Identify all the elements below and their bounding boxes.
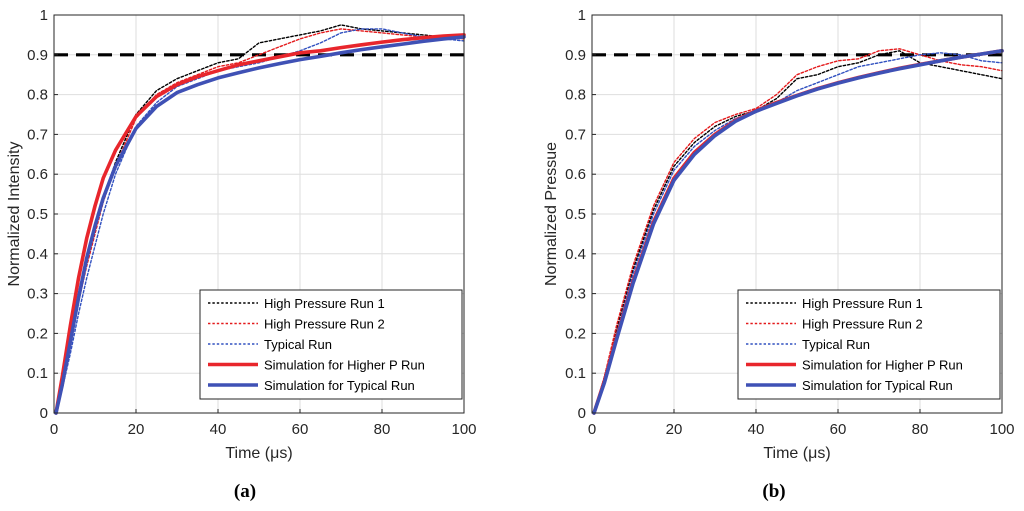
chart-b-ytick-label: 0.2: [565, 325, 586, 342]
chart-a-legend-label: High Pressure Run 1: [264, 296, 385, 311]
chart-b-series: [592, 48, 1004, 415]
chart-b-ytick-label: 0.5: [565, 206, 586, 223]
chart-a-legend-label: Simulation for Higher P Run: [264, 358, 425, 373]
chart-a-legend-label: High Pressure Run 2: [264, 317, 385, 332]
chart-a-series-line: [54, 33, 466, 415]
chart-a-ytick-label: 0.1: [27, 365, 48, 382]
chart-a-ylabel: Normalized Intensity: [6, 142, 23, 287]
chart-b-ytick-label: 0.3: [565, 286, 586, 303]
chart-a-ytick-label: 0.3: [27, 286, 48, 303]
chart-a-legend: High Pressure Run 1 High Pressure Run 2 Ty…: [199, 289, 463, 400]
chart-b-ytick-label: 0.8: [565, 87, 586, 104]
chart-b-xlabel: Time (μs): [763, 445, 830, 462]
chart-b-ytick-label: 0.9: [565, 47, 586, 64]
chart-b-series-line: [593, 48, 1003, 414]
chart-a-ytick-label: 0: [40, 405, 48, 422]
chart-a-xtick-label: 40: [210, 421, 227, 438]
chart-a-legend-label: Typical Run: [264, 337, 332, 352]
chart-a-ytick-label: 0.8: [27, 87, 48, 104]
chart-b-legend-label: High Pressure Run 1: [802, 296, 923, 311]
chart-a-ytick-label: 0.6: [27, 166, 48, 183]
chart-b-series-line: [593, 52, 1003, 414]
chart-b-xtick-label: 20: [666, 421, 683, 438]
chart-a-ytick-label: 0.2: [27, 325, 48, 342]
chart-a-panel-letter: a: [240, 481, 250, 502]
chart-a-series: [54, 24, 466, 415]
chart-a-panel-label: (a): [234, 481, 256, 502]
chart-b-ytick-label: 1: [578, 7, 586, 24]
chart-b-ytick-label: 0.7: [565, 126, 586, 143]
chart-a-ytick-label: 0.5: [27, 206, 48, 223]
chart-a-ytick-label: 1: [40, 7, 48, 24]
chart-b-ylabel: Normalized Pressue: [543, 142, 560, 286]
chart-b-ytick-label: 0: [578, 405, 586, 422]
chart-a-series-line: [54, 35, 466, 415]
chart-b-legend-label: Typical Run: [802, 337, 870, 352]
chart-b-ytick-label: 0.4: [565, 246, 586, 263]
chart-b-legend-label: High Pressure Run 2: [802, 317, 923, 332]
chart-a-ytick-label: 0.9: [27, 47, 48, 64]
chart-b-xtick-label: 80: [912, 421, 929, 438]
chart-a: 0 20 40 60 80 100 0 0.1 0.2 0.3 0.4 0.5 0.6 0.7 0.8 0.9…: [6, 7, 477, 502]
chart-a-xlabel: Time (μs): [225, 445, 292, 462]
chart-b-legend-label: Simulation for Higher P Run: [802, 358, 963, 373]
chart-b-series-line: [593, 50, 1003, 414]
chart-b-xtick-label: 60: [830, 421, 847, 438]
chart-a-xtick-label: 80: [374, 421, 391, 438]
chart-b: 0 20 40 60 80 100 0 0.1 0.2 0.3 0.4 0.5 0.6 0.7 0.8 0.9…: [543, 7, 1015, 502]
chart-b-xtick-label: 100: [989, 421, 1014, 438]
chart-b-ytick-label: 0.6: [565, 166, 586, 183]
chart-a-xtick-label: 100: [451, 421, 476, 438]
chart-b-legend-label: Simulation for Typical Run: [802, 378, 953, 393]
chart-a-ticks: 0 20 40 60 80 100 0 0.1 0.2 0.3 0.4 0.5 0.6 0.7 0.8 0.9…: [27, 7, 476, 438]
chart-a-xtick-label: 60: [292, 421, 309, 438]
chart-b-xtick-label: 40: [748, 421, 765, 438]
chart-b-xtick-label: 0: [588, 421, 596, 438]
chart-b-ticks: 0 20 40 60 80 100 0 0.1 0.2 0.3 0.4 0.5 0.6 0.7 0.8 0.9…: [565, 7, 1014, 438]
chart-a-legend-label: Simulation for Typical Run: [264, 378, 415, 393]
chart-a-ytick-label: 0.4: [27, 246, 48, 263]
chart-a-xtick-label: 0: [50, 421, 58, 438]
chart-a-series-line: [55, 28, 465, 414]
chart-a-ytick-label: 0.7: [27, 126, 48, 143]
chart-b-panel-label: (b): [762, 481, 785, 502]
chart-b-ytick-label: 0.1: [565, 365, 586, 382]
chart-b-series-line: [592, 48, 1004, 415]
chart-b-legend: High Pressure Run 1 High Pressure Run 2 Ty…: [737, 289, 1001, 400]
chart-a-xtick-label: 20: [128, 421, 145, 438]
chart-b-panel-letter: b: [769, 481, 780, 502]
